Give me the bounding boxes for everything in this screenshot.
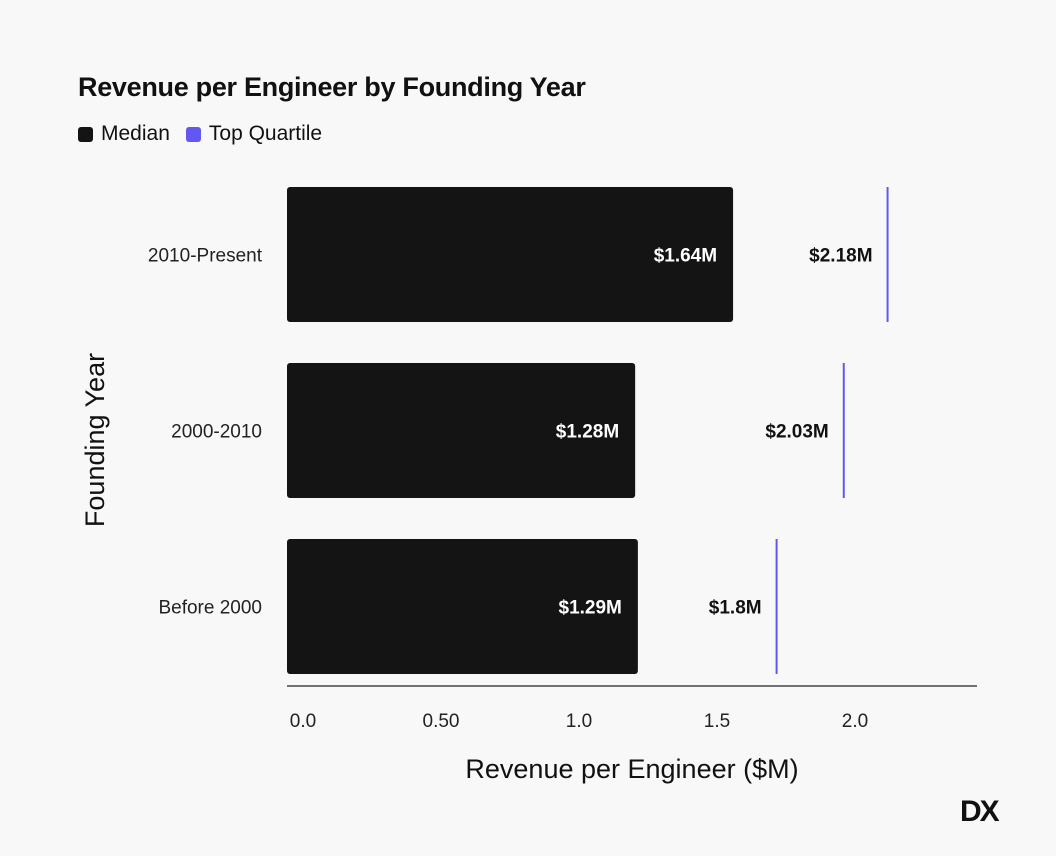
x-tick-label: 2.0	[842, 711, 868, 732]
top-quartile-data-label: $2.03M	[765, 422, 828, 443]
y-tick-label: Before 2000	[158, 598, 262, 619]
x-tick-label: 1.0	[566, 711, 592, 732]
dx-logo: DX	[960, 795, 1000, 828]
median-data-label: $1.64M	[654, 246, 717, 267]
legend-item-median: Median	[78, 122, 170, 146]
legend-label-median: Median	[101, 122, 170, 145]
median-bar	[287, 363, 636, 498]
legend-swatch-median	[78, 126, 93, 142]
y-axis-title: Founding Year	[80, 353, 110, 527]
chart-title: Revenue per Engineer by Founding Year	[78, 72, 586, 102]
y-tick-label: 2010-Present	[148, 246, 263, 267]
legend-item-top-quartile: Top Quartile	[185, 122, 323, 146]
legend-swatch-top-quartile	[185, 126, 201, 142]
median-data-label: $1.29M	[559, 598, 622, 619]
x-tick-label: 0.0	[290, 711, 316, 732]
median-bar	[287, 539, 638, 674]
median-data-label: $1.28M	[556, 422, 619, 443]
y-tick-label: 2000-2010	[171, 422, 262, 443]
top-quartile-data-label: $2.18M	[809, 246, 872, 267]
x-tick-label: 0.50	[423, 711, 460, 732]
top-quartile-data-label: $1.8M	[709, 598, 762, 619]
legend: Median Top Quartile	[78, 122, 338, 146]
legend-label-top-quartile: Top Quartile	[208, 122, 323, 145]
x-axis-title: Revenue per Engineer ($M)	[465, 754, 798, 784]
x-tick-label: 1.5	[704, 711, 730, 732]
median-bar	[287, 187, 734, 322]
